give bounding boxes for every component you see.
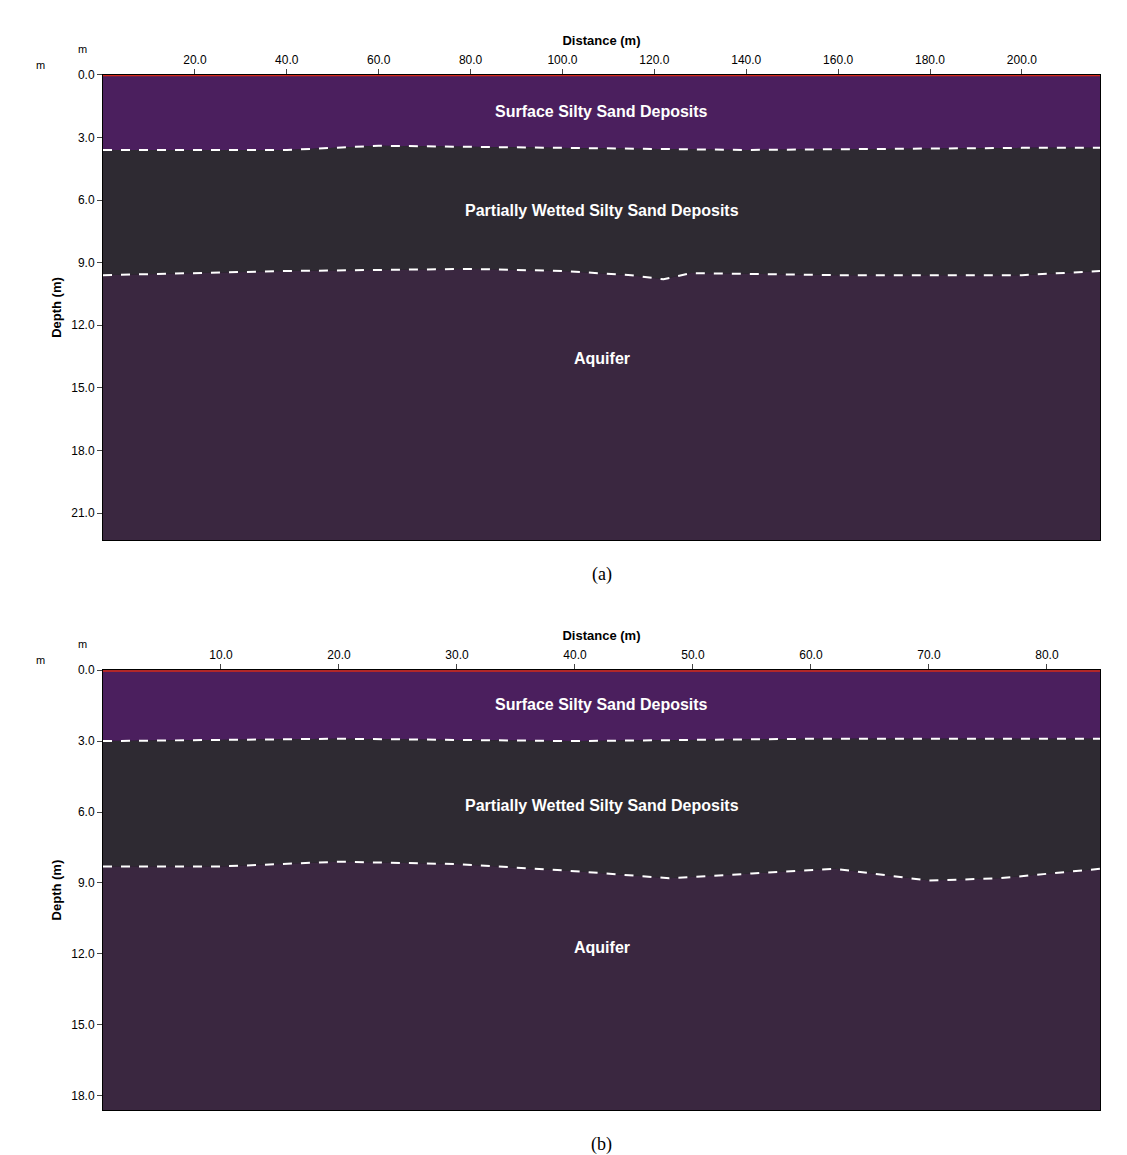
svg-text:60.0: 60.0: [799, 648, 823, 662]
svg-text:40.0: 40.0: [275, 53, 299, 67]
svg-text:(b): (b): [591, 1134, 612, 1155]
svg-text:12.0: 12.0: [71, 947, 95, 961]
svg-text:6.0: 6.0: [78, 193, 95, 207]
svg-text:15.0: 15.0: [71, 381, 95, 395]
svg-text:10.0: 10.0: [209, 648, 233, 662]
svg-text:Surface Silty Sand Deposits: Surface Silty Sand Deposits: [495, 103, 708, 120]
svg-text:21.0: 21.0: [71, 506, 95, 520]
svg-text:6.0: 6.0: [78, 805, 95, 819]
svg-text:12.0: 12.0: [71, 318, 95, 332]
svg-text:200.0: 200.0: [1007, 53, 1037, 67]
svg-text:Aquifer: Aquifer: [574, 350, 630, 367]
svg-text:0.0: 0.0: [78, 663, 95, 677]
svg-text:80.0: 80.0: [459, 53, 483, 67]
svg-text:100.0: 100.0: [547, 53, 577, 67]
svg-text:18.0: 18.0: [71, 444, 95, 458]
svg-text:Distance (m): Distance (m): [562, 33, 640, 48]
svg-text:60.0: 60.0: [367, 53, 391, 67]
svg-text:Distance (m): Distance (m): [562, 628, 640, 643]
svg-text:140.0: 140.0: [731, 53, 761, 67]
svg-text:Surface Silty Sand Deposits: Surface Silty Sand Deposits: [495, 696, 708, 713]
svg-text:Partially Wetted Silty Sand De: Partially Wetted Silty Sand Deposits: [465, 797, 739, 814]
svg-text:40.0: 40.0: [563, 648, 587, 662]
svg-text:70.0: 70.0: [917, 648, 941, 662]
svg-text:3.0: 3.0: [78, 734, 95, 748]
svg-text:50.0: 50.0: [681, 648, 705, 662]
svg-text:9.0: 9.0: [78, 256, 95, 270]
svg-text:80.0: 80.0: [1035, 648, 1059, 662]
svg-text:120.0: 120.0: [639, 53, 669, 67]
svg-text:Partially Wetted Silty Sand De: Partially Wetted Silty Sand Deposits: [465, 202, 739, 219]
svg-text:Aquifer: Aquifer: [574, 939, 630, 956]
svg-text:Depth (m): Depth (m): [49, 860, 64, 921]
svg-text:30.0: 30.0: [445, 648, 469, 662]
svg-text:m: m: [36, 59, 45, 71]
svg-text:m: m: [78, 43, 87, 55]
svg-text:20.0: 20.0: [327, 648, 351, 662]
svg-text:3.0: 3.0: [78, 131, 95, 145]
svg-text:m: m: [78, 638, 87, 650]
svg-text:18.0: 18.0: [71, 1089, 95, 1103]
svg-text:Depth (m): Depth (m): [49, 277, 64, 338]
svg-text:0.0: 0.0: [78, 68, 95, 82]
svg-text:160.0: 160.0: [823, 53, 853, 67]
svg-text:(a): (a): [592, 564, 612, 585]
svg-text:m: m: [36, 654, 45, 666]
svg-text:180.0: 180.0: [915, 53, 945, 67]
svg-text:15.0: 15.0: [71, 1018, 95, 1032]
svg-text:20.0: 20.0: [183, 53, 207, 67]
svg-text:9.0: 9.0: [78, 876, 95, 890]
